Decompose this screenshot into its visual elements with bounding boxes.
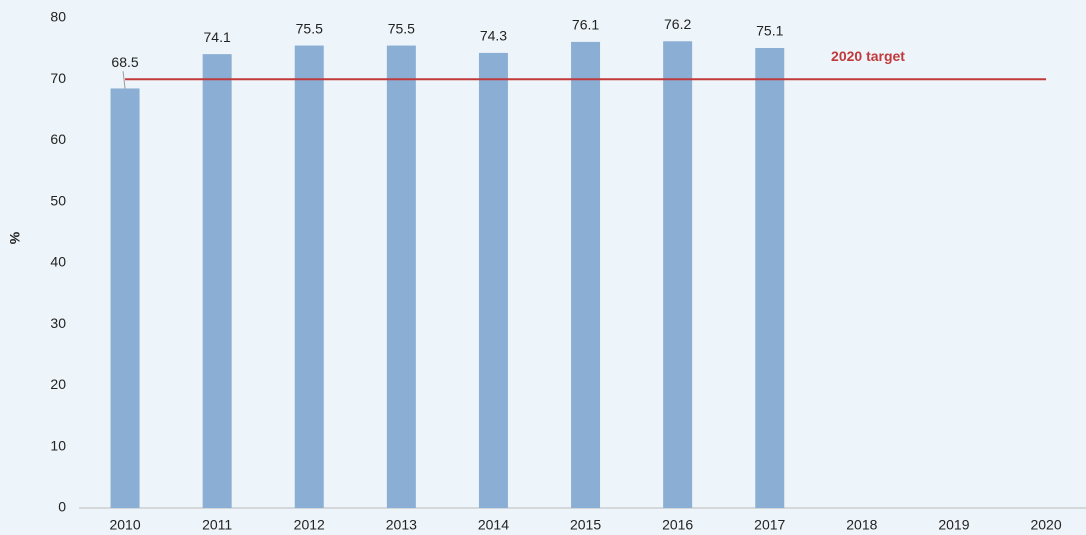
y-tick-label: 10 [50, 437, 66, 453]
bar [294, 45, 324, 508]
bar [386, 45, 416, 508]
bar [663, 41, 693, 509]
data-label: 74.3 [480, 28, 507, 44]
y-tick-label: 30 [50, 315, 66, 331]
bar [110, 88, 140, 508]
bar [571, 41, 601, 508]
y-tick-label: 80 [50, 9, 66, 25]
x-tick-label: 2013 [386, 517, 417, 533]
y-axis-label: % [7, 231, 23, 244]
data-label: 75.5 [296, 20, 323, 36]
data-label: 76.2 [664, 16, 691, 32]
data-label: 68.5 [111, 54, 138, 70]
leader-line [122, 71, 126, 89]
x-tick-label: 2012 [294, 517, 325, 533]
x-tick-label: 2019 [938, 517, 969, 533]
data-label: 74.1 [204, 29, 231, 45]
x-tick-label: 2015 [570, 517, 601, 533]
bar [202, 54, 232, 508]
y-tick-label: 70 [50, 70, 66, 86]
y-tick-label: 50 [50, 192, 66, 208]
target-label: 2020 target [831, 48, 905, 64]
x-tick-label: 2018 [846, 517, 877, 533]
data-label: 75.5 [388, 20, 415, 36]
bar [478, 52, 508, 508]
bar [755, 48, 785, 508]
y-tick-label: 40 [50, 254, 66, 270]
x-tick-label: 2020 [1030, 517, 1061, 533]
y-tick-label: 0 [58, 499, 66, 515]
data-label: 76.1 [572, 17, 599, 33]
x-tick-label: 2016 [662, 517, 693, 533]
y-tick-label: 60 [50, 131, 66, 147]
data-label: 75.1 [756, 23, 783, 39]
x-tick-label: 2017 [754, 517, 785, 533]
y-tick-label: 20 [50, 376, 66, 392]
x-tick-label: 2014 [478, 517, 509, 533]
x-tick-label: 2010 [109, 517, 140, 533]
x-tick-label: 2011 [202, 517, 232, 533]
